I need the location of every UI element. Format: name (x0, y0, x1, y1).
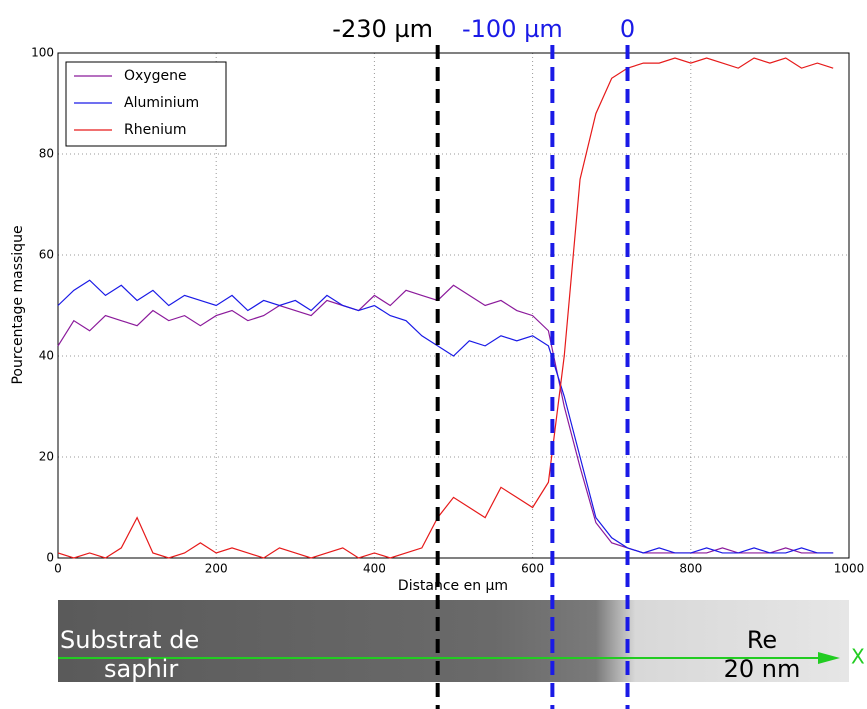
data-line (57, 279, 834, 554)
y-tick-label: 100 (31, 46, 54, 60)
y-tick-label: 60 (39, 248, 54, 262)
image-label: Re (747, 626, 777, 654)
x-tick-label: 800 (679, 562, 702, 576)
y-tick-label: 40 (39, 349, 54, 363)
legend-label: Oxygene (124, 68, 187, 84)
x-tick-label: 0 (54, 562, 62, 576)
image-label: X (851, 645, 865, 669)
y-tick-label: 20 (39, 450, 54, 464)
x-tick-label: 600 (521, 562, 544, 576)
x-tick-label: 1000 (834, 562, 865, 576)
image-label: Substrat de (60, 626, 199, 654)
data-line (57, 57, 834, 559)
y-tick-label: 80 (39, 147, 54, 161)
sem-image (58, 600, 849, 682)
x-tick-label: 200 (205, 562, 228, 576)
x-tick-label: 400 (363, 562, 386, 576)
marker-label: -230 µm (332, 15, 433, 43)
y-axis-label: Pourcentage massique (10, 225, 26, 384)
data-line (57, 284, 834, 554)
image-label: 20 nm (724, 655, 801, 683)
marker-label: 0 (620, 15, 635, 43)
legend-label: Aluminium (124, 95, 199, 111)
marker-label: -100 µm (462, 15, 563, 43)
legend-label: Rhenium (124, 122, 187, 138)
x-axis-label: Distance en µm (398, 578, 508, 594)
image-label: saphir (104, 655, 178, 683)
arrow-head (818, 652, 840, 664)
y-tick-label: 0 (46, 551, 54, 565)
